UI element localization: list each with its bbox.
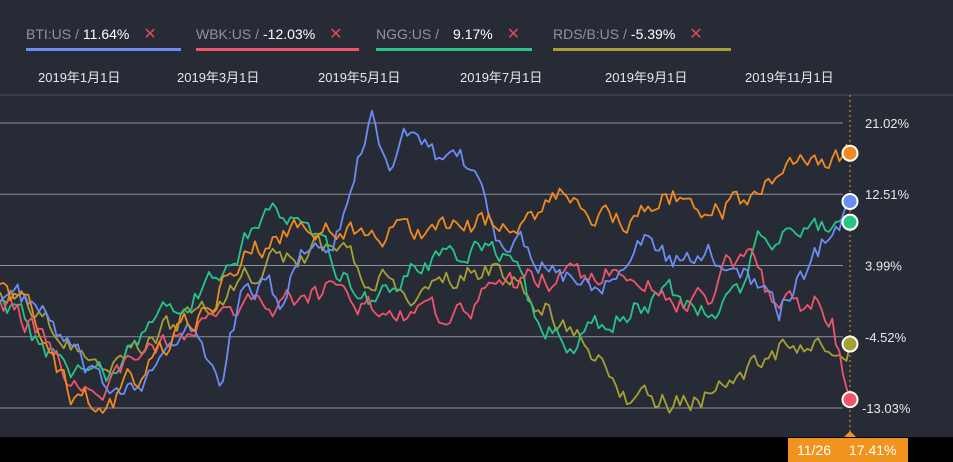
legend-item-rdsb: RDS/B:US / -5.39% ✕ <box>553 24 731 51</box>
legend-item-ngg: NGG:US / 9.17% ✕ <box>376 24 532 51</box>
x-tick-label: 2019年11月1日 <box>745 70 834 85</box>
close-icon[interactable]: ✕ <box>506 26 521 43</box>
x-tick-label: 2019年1月1日 <box>38 70 120 85</box>
crosshair-marker <box>844 431 856 437</box>
x-tick-label: 2019年9月1日 <box>605 70 687 85</box>
end-point-marker <box>841 391 859 409</box>
y-tick-label: 12.51% <box>865 187 910 202</box>
legend-line <box>196 48 359 51</box>
legend-symbol: WBK:US / <box>196 26 260 42</box>
legend-symbol: RDS/B:US / <box>553 26 627 42</box>
end-point-marker <box>841 193 859 211</box>
close-icon[interactable]: ✕ <box>143 26 157 43</box>
crosshair-badge: 11/26 17.41% <box>788 438 908 462</box>
legend-line <box>26 48 181 51</box>
legend-symbol: NGG:US / <box>376 26 440 42</box>
legend-value: -12.03% <box>263 26 316 42</box>
legend-line <box>553 48 731 51</box>
legend-value: 9.17% <box>453 26 493 42</box>
legend-item-wbk: WBK:US / -12.03% ✕ <box>196 24 359 51</box>
x-tick-label: 2019年3月1日 <box>177 70 259 85</box>
series-line-nggus <box>0 202 851 383</box>
y-tick-label: 21.02% <box>865 116 910 131</box>
badge-value: 17.41% <box>849 442 897 458</box>
end-point-marker <box>841 144 859 162</box>
legend-value: 11.64% <box>82 26 130 42</box>
legend-value: -5.39% <box>630 26 676 42</box>
end-point-marker <box>841 335 859 353</box>
badge-date: 11/26 <box>797 442 831 458</box>
end-point-marker <box>841 213 859 231</box>
series-line-highlighted <box>0 143 851 414</box>
legend: BTI:US /11.64% ✕ WBK:US / -12.03% ✕ NGG:US … <box>0 0 953 58</box>
y-tick-label: 3.99% <box>865 259 902 274</box>
series-line-btius <box>0 109 851 395</box>
close-icon[interactable]: ✕ <box>689 26 703 43</box>
y-tick-label: -4.52% <box>865 330 907 345</box>
legend-item-bti: BTI:US /11.64% ✕ <box>26 24 181 51</box>
close-icon[interactable]: ✕ <box>329 26 343 43</box>
y-tick-label: -13.03% <box>862 401 911 416</box>
series-line-wbkus <box>0 247 851 401</box>
x-tick-label: 2019年7月1日 <box>460 70 542 85</box>
legend-line <box>376 48 532 51</box>
legend-symbol: BTI:US / <box>26 26 79 42</box>
x-tick-label: 2019年5月1日 <box>318 70 400 85</box>
